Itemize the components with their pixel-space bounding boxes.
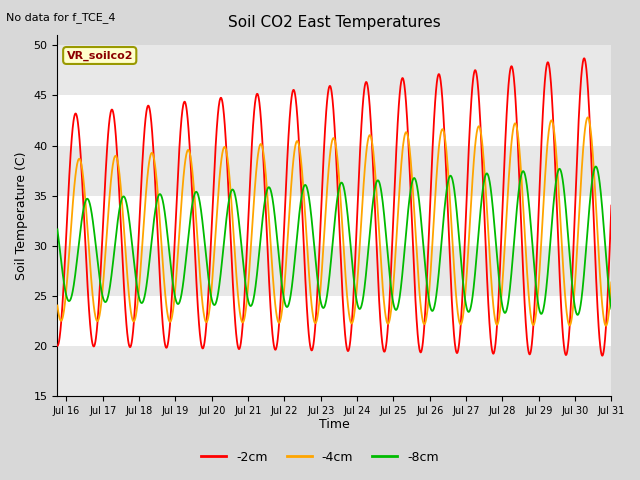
Legend: -2cm, -4cm, -8cm: -2cm, -4cm, -8cm	[196, 446, 444, 469]
Bar	[58, 45, 611, 96]
Bar	[58, 195, 611, 246]
Text: No data for f_TCE_4: No data for f_TCE_4	[6, 12, 116, 23]
Y-axis label: Soil Temperature (C): Soil Temperature (C)	[15, 151, 28, 280]
Bar	[58, 346, 611, 396]
X-axis label: Time: Time	[319, 419, 350, 432]
Bar	[58, 96, 611, 145]
Bar	[58, 145, 611, 195]
Bar	[58, 246, 611, 296]
Title: Soil CO2 East Temperatures: Soil CO2 East Temperatures	[228, 15, 441, 30]
Text: VR_soilco2: VR_soilco2	[67, 50, 133, 60]
Bar	[58, 296, 611, 346]
